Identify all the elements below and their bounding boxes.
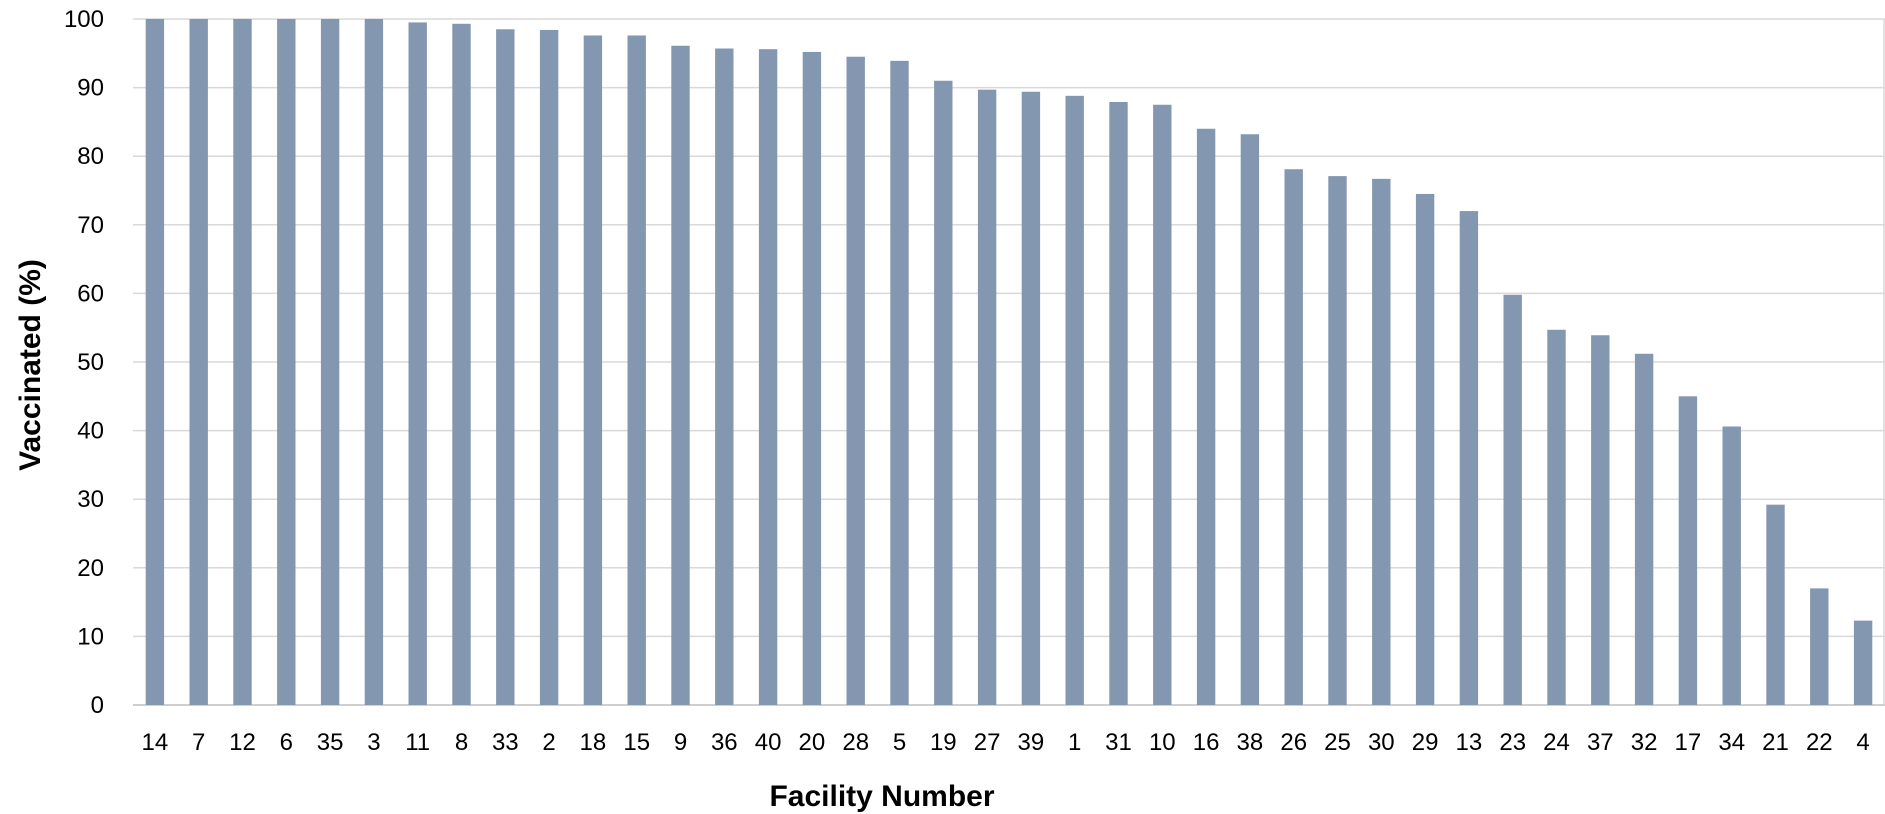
- bar-facility-39: [1021, 91, 1041, 705]
- x-tick-label: 2: [542, 729, 555, 756]
- bar-facility-14: [145, 19, 165, 705]
- x-tick-label: 13: [1456, 729, 1483, 756]
- bar-facility-18: [583, 35, 603, 706]
- x-tick-label: 14: [142, 729, 169, 756]
- x-tick-label: 35: [317, 729, 344, 756]
- bar-facility-17: [1678, 396, 1698, 705]
- x-tick-label: 18: [580, 729, 607, 756]
- bars: [145, 19, 1873, 706]
- y-tick-label: 60: [77, 280, 104, 307]
- y-tick-label: 70: [77, 212, 104, 239]
- bar-facility-21: [1766, 504, 1785, 705]
- bar-facility-25: [1328, 176, 1347, 705]
- bar-facility-12: [233, 19, 252, 705]
- bar-facility-19: [934, 80, 953, 706]
- x-tick-label: 23: [1499, 729, 1526, 756]
- bar-facility-28: [846, 56, 865, 706]
- bar-facility-24: [1547, 329, 1566, 705]
- x-tick-label: 39: [1018, 729, 1045, 756]
- bar-facility-22: [1810, 588, 1829, 705]
- x-tick-label: 29: [1412, 729, 1439, 756]
- x-tick-label: 4: [1856, 729, 1869, 756]
- bar-facility-27: [977, 89, 997, 705]
- bar-facility-13: [1459, 211, 1479, 705]
- bar-facility-29: [1415, 193, 1435, 705]
- x-tick-label: 21: [1762, 729, 1789, 756]
- x-tick-label: 26: [1280, 729, 1307, 756]
- bar-facility-38: [1240, 134, 1260, 706]
- bar-facility-5: [890, 60, 909, 705]
- y-tick-label: 100: [64, 6, 104, 33]
- x-tick-label: 9: [674, 729, 687, 756]
- bar-facility-35: [320, 19, 340, 705]
- bar-facility-1: [1065, 95, 1084, 705]
- x-tick-label: 5: [893, 729, 906, 756]
- y-tick-label: 90: [77, 75, 104, 102]
- x-tick-label: 33: [492, 729, 519, 756]
- x-tick-label: 36: [711, 729, 738, 756]
- bar-facility-2: [539, 29, 559, 705]
- y-tick-labels: 0 10 20 30 40 50 60 70 80 90 100: [64, 6, 104, 719]
- x-tick-label: 22: [1806, 729, 1833, 756]
- bar-facility-26: [1284, 169, 1303, 705]
- bar-facility-40: [758, 49, 778, 705]
- y-tick-label: 30: [77, 486, 104, 513]
- x-tick-label: 24: [1543, 729, 1570, 756]
- x-tick-label: 19: [930, 729, 957, 756]
- x-tick-label: 17: [1675, 729, 1702, 756]
- y-tick-label: 50: [77, 349, 104, 376]
- x-tick-label: 34: [1718, 729, 1745, 756]
- x-tick-label: 40: [755, 729, 782, 756]
- bar-facility-4: [1853, 620, 1873, 705]
- bar-facility-16: [1196, 128, 1216, 705]
- x-tick-label: 37: [1587, 729, 1614, 756]
- y-tick-label: 40: [77, 418, 104, 445]
- bar-facility-31: [1109, 102, 1128, 706]
- x-tick-label: 1: [1068, 729, 1081, 756]
- bar-facility-3: [364, 19, 384, 705]
- bar-facility-30: [1372, 178, 1391, 705]
- gridlines: [133, 18, 1885, 706]
- x-tick-label: 30: [1368, 729, 1395, 756]
- bar-facility-8: [452, 23, 471, 705]
- x-tick-label: 7: [192, 729, 205, 756]
- x-tick-labels: 14 7 12 6 35 3 11 8 33 2 18 15 9 36 40 20 28 5 19 27 39 1 31 10…: [142, 729, 1870, 756]
- bar-facility-34: [1722, 426, 1741, 705]
- bar-facility-7: [189, 19, 208, 705]
- bar-facility-6: [277, 19, 296, 705]
- x-tick-label: 3: [367, 729, 380, 756]
- x-tick-label: 8: [455, 729, 468, 756]
- bar-facility-20: [802, 51, 822, 706]
- x-tick-label: 16: [1193, 729, 1220, 756]
- x-tick-label: 12: [229, 729, 256, 756]
- bar-facility-23: [1503, 294, 1522, 705]
- x-tick-label: 28: [842, 729, 869, 756]
- y-tick-label: 20: [77, 555, 104, 582]
- y-axis-title: Vaccinated (%): [14, 259, 47, 471]
- bar-facility-36: [715, 48, 734, 706]
- x-tick-label: 38: [1237, 729, 1264, 756]
- x-tick-label: 11: [405, 729, 430, 756]
- x-tick-label: 10: [1149, 729, 1176, 756]
- bar-facility-10: [1153, 104, 1172, 705]
- x-tick-label: 32: [1631, 729, 1658, 756]
- bar-facility-11: [408, 22, 427, 706]
- x-tick-label: 27: [974, 729, 1001, 756]
- bar-facility-15: [627, 35, 646, 706]
- y-tick-label: 80: [77, 143, 104, 170]
- bar-facility-33: [496, 29, 515, 706]
- x-tick-label: 20: [799, 729, 826, 756]
- bar-facility-9: [671, 45, 690, 705]
- y-tick-label: 10: [77, 623, 104, 650]
- x-tick-label: 6: [280, 729, 293, 756]
- bar-facility-32: [1634, 353, 1654, 705]
- x-axis-title: Facility Number: [769, 780, 994, 813]
- x-tick-label: 15: [623, 729, 650, 756]
- bar-facility-37: [1591, 335, 1610, 705]
- x-tick-label: 31: [1105, 729, 1132, 756]
- y-tick-label: 0: [91, 692, 104, 719]
- x-tick-label: 25: [1324, 729, 1351, 756]
